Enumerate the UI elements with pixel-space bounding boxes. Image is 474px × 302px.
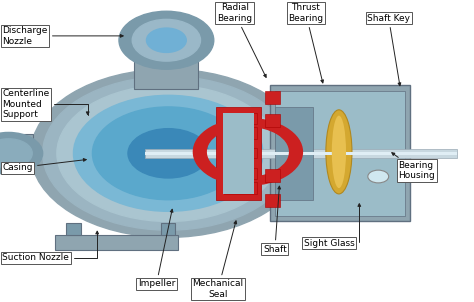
Circle shape (57, 85, 280, 221)
FancyBboxPatch shape (134, 48, 198, 89)
Text: Shaft Key: Shaft Key (367, 14, 410, 86)
Text: Centerline
Mounted
Support: Centerline Mounted Support (2, 89, 89, 119)
FancyBboxPatch shape (224, 147, 257, 158)
FancyBboxPatch shape (265, 194, 280, 207)
Text: Sight Glass: Sight Glass (304, 204, 361, 248)
Circle shape (43, 76, 294, 230)
FancyBboxPatch shape (224, 182, 257, 194)
FancyBboxPatch shape (275, 107, 313, 200)
FancyBboxPatch shape (265, 91, 280, 104)
FancyBboxPatch shape (55, 234, 178, 250)
FancyBboxPatch shape (265, 114, 280, 127)
FancyBboxPatch shape (223, 113, 254, 194)
Circle shape (92, 107, 244, 200)
Circle shape (0, 139, 32, 168)
FancyBboxPatch shape (265, 169, 280, 182)
Text: Shaft: Shaft (263, 186, 287, 254)
Text: Thrust
Bearing: Thrust Bearing (288, 3, 324, 83)
Circle shape (119, 11, 214, 69)
Text: Mechanical
Seal: Mechanical Seal (192, 221, 244, 299)
Circle shape (128, 129, 209, 178)
FancyBboxPatch shape (275, 91, 405, 216)
FancyBboxPatch shape (14, 133, 33, 173)
Ellipse shape (326, 110, 352, 194)
FancyBboxPatch shape (224, 127, 257, 139)
Text: Bearing
Housing: Bearing Housing (392, 153, 435, 180)
FancyBboxPatch shape (145, 149, 457, 158)
Circle shape (0, 133, 43, 174)
Ellipse shape (332, 116, 346, 188)
FancyBboxPatch shape (145, 152, 457, 155)
Circle shape (31, 69, 306, 237)
Text: Impeller: Impeller (138, 209, 175, 288)
Circle shape (132, 19, 201, 61)
Circle shape (146, 28, 186, 53)
Circle shape (368, 170, 389, 183)
Text: Casing: Casing (2, 159, 86, 172)
FancyBboxPatch shape (270, 85, 410, 221)
FancyBboxPatch shape (66, 223, 81, 234)
FancyBboxPatch shape (224, 168, 257, 179)
FancyBboxPatch shape (216, 107, 261, 200)
Circle shape (73, 95, 263, 211)
FancyBboxPatch shape (224, 113, 257, 124)
Text: Suction Nozzle: Suction Nozzle (2, 231, 99, 262)
FancyBboxPatch shape (161, 223, 175, 234)
Text: Radial
Bearing: Radial Bearing (217, 3, 266, 77)
Text: Discharge
Nozzle: Discharge Nozzle (2, 26, 123, 46)
